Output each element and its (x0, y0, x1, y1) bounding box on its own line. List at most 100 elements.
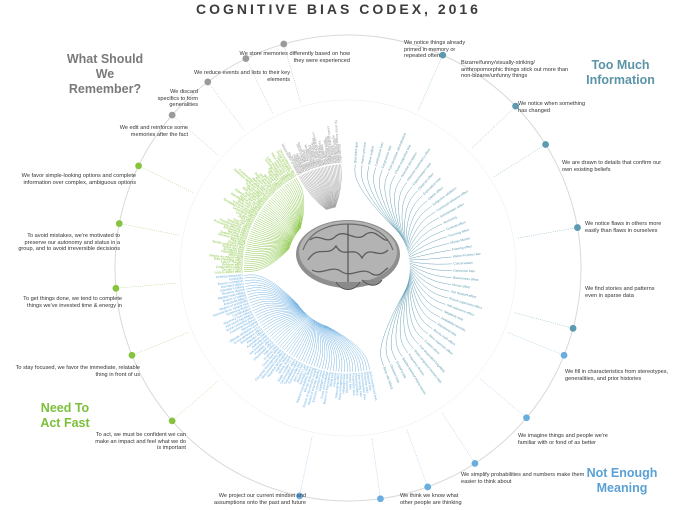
node-connector (371, 438, 381, 499)
branch-line (317, 321, 324, 369)
bias-label: Testing effect (331, 144, 337, 163)
branch-line (246, 287, 300, 307)
bias-label: Masked man fallacy (217, 290, 246, 300)
bias-label: Illusion of transparency (322, 371, 332, 404)
bias-label: Decoy effect (227, 240, 245, 248)
branch-line (302, 174, 328, 210)
quadrant-label-fast: Need To Act Fast (40, 401, 90, 430)
branch-line (266, 313, 307, 333)
branch-line (285, 184, 299, 231)
branch-line (314, 169, 331, 209)
branch-line (270, 198, 297, 234)
bias-label: Suffix effect (298, 155, 308, 172)
bias-label: Spotlight effect (318, 370, 327, 392)
branch-line (245, 244, 291, 254)
node-connector (406, 429, 428, 488)
branch-line (322, 324, 351, 372)
branch-line (261, 210, 295, 237)
bias-label: Belief bias (228, 253, 243, 259)
bias-label: Telescoping effect (334, 373, 340, 399)
bias-label: Curse of knowledge (320, 371, 330, 400)
bias-label: Duration neglect (307, 145, 318, 168)
bias-label: Naive realism (367, 145, 375, 165)
branch-line (253, 304, 303, 311)
node-connector (441, 412, 476, 464)
category-discard-specifics: We discard specifics to form generalitie… (157, 89, 198, 109)
bias-label: IKEA effect (238, 214, 254, 224)
branch-line (398, 182, 408, 243)
branch-line (267, 201, 297, 235)
branch-line (246, 242, 292, 248)
branch-line (269, 199, 297, 235)
bias-label: Planning fallacy (354, 373, 360, 396)
bias-label: Contrast effect (445, 220, 466, 231)
branch-line (379, 169, 402, 238)
branch-line (244, 248, 290, 272)
category-project-mindset: We project our current mindset and assum… (213, 493, 306, 506)
branch-line (330, 165, 334, 208)
branch-line (275, 315, 309, 343)
bias-label: Anecdotal fallacy (223, 296, 248, 307)
category-store-differently: We store memories differently based on h… (239, 51, 350, 64)
branch-line (354, 164, 399, 233)
branch-line (244, 274, 298, 305)
category-act-confident: To act, we must be confident we can make… (95, 432, 186, 452)
category-edit-reinforce: We edit and reinforce some memories afte… (119, 125, 188, 138)
bias-label: Absent-mindedness (331, 135, 338, 164)
branch-line (253, 223, 294, 240)
branch-line (409, 274, 437, 324)
branch-line (409, 270, 446, 305)
branch-line (317, 322, 326, 369)
branch-line (316, 321, 321, 368)
bias-label: List-length effect (309, 144, 320, 168)
branch-line (334, 164, 341, 208)
node-connector (479, 378, 527, 418)
branch-line (247, 241, 292, 246)
bias-label: Congruence bias (381, 145, 393, 169)
branch-line (292, 180, 302, 230)
branch-line (288, 317, 312, 354)
bias-label: Reactance (230, 238, 246, 245)
branch-line (401, 186, 413, 244)
branch-line (323, 324, 354, 372)
branch-line (244, 279, 299, 306)
node-connector (131, 332, 189, 356)
category-reduce-events: We reduce events and lists to their key … (194, 70, 290, 83)
branch-line (318, 322, 328, 370)
branch-line (408, 278, 424, 340)
branch-line (305, 172, 329, 210)
category-primed-memory: We notice things already primed in memor… (404, 40, 466, 60)
branch-line (262, 208, 296, 237)
branch-line (278, 190, 298, 232)
branch-line (333, 164, 336, 208)
branch-line (284, 317, 311, 351)
bias-label: Normalcy bias (298, 364, 309, 385)
branch-line (326, 166, 333, 209)
branch-line (244, 245, 291, 258)
branch-line (248, 237, 292, 243)
branch-line (308, 320, 317, 365)
branch-line (409, 262, 452, 271)
branch-line (269, 314, 308, 337)
branch-line (408, 243, 450, 258)
bias-label: System justification (220, 230, 248, 241)
node-connector (115, 282, 177, 289)
quadrant-label-meaning: Not Enough Meaning (586, 466, 658, 495)
bias-label: Pareidolia (229, 276, 244, 281)
branch-line (252, 227, 293, 241)
bias-label: Moral luck (329, 372, 335, 387)
category-drawn-to-details: We are drawn to details that confirm our… (562, 160, 662, 173)
bias-label: Implicit stereotypes (324, 137, 333, 165)
branch-line (409, 267, 450, 292)
branch-line (313, 169, 330, 209)
branch-line (319, 167, 332, 209)
branch-line (304, 173, 328, 210)
branch-line (325, 325, 365, 371)
branch-line (409, 249, 451, 259)
bias-label: Backfire effect (227, 229, 248, 239)
branch-line (319, 323, 335, 371)
bias-label: Peak-end rule (317, 146, 326, 166)
branch-line (385, 287, 408, 364)
node-connector (207, 81, 245, 131)
node-connector (172, 114, 219, 156)
